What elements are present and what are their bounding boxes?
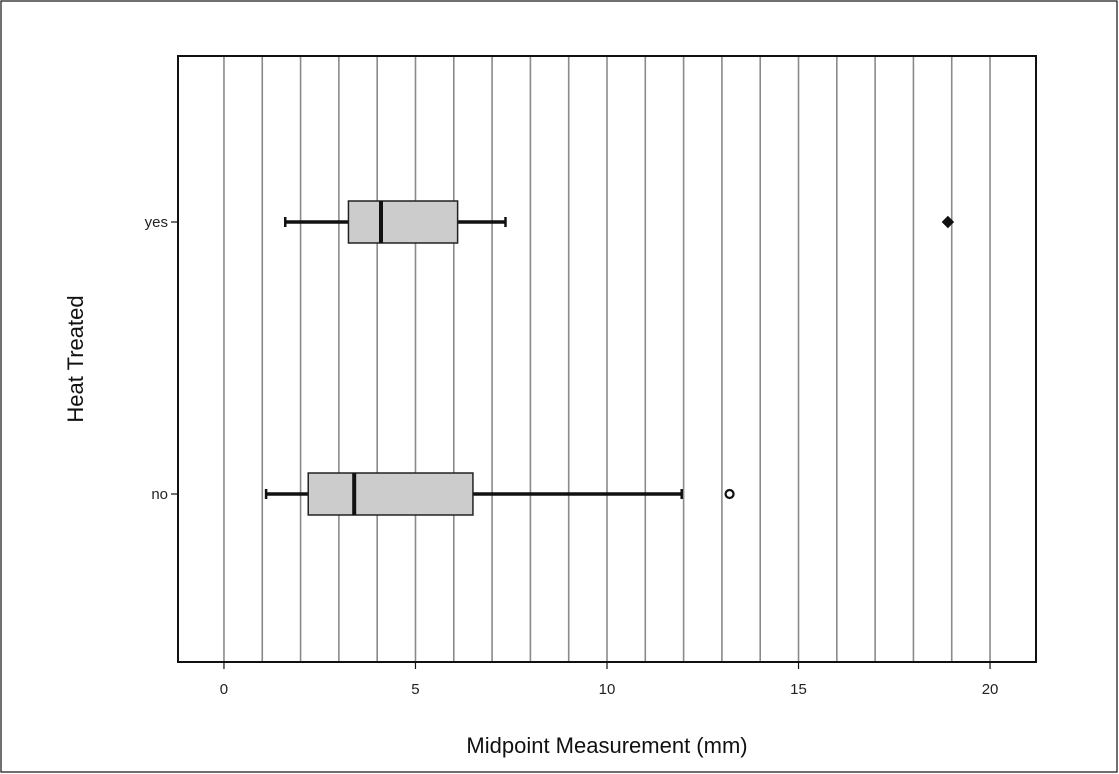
y-tick-label-yes: yes [145, 214, 168, 231]
y-tick-label-no: no [151, 486, 168, 503]
y-axis-label: Heat Treated [63, 295, 88, 422]
gridlines [223, 56, 991, 662]
x-tick-label: 10 [599, 681, 616, 698]
x-tick-label: 15 [790, 681, 807, 698]
boxplot-yes [284, 200, 955, 244]
x-axis-ticks: 0 5 10 15 20 [220, 662, 999, 698]
y-axis-ticks: yes no [145, 214, 178, 503]
iqr-box-no [307, 472, 474, 516]
boxplot-no [264, 472, 735, 516]
boxplots [264, 200, 955, 516]
x-tick-label: 20 [982, 681, 999, 698]
iqr-box-yes [347, 200, 459, 244]
outlier-point-no [724, 488, 735, 500]
x-tick-label: 0 [220, 681, 228, 698]
x-tick-label: 5 [411, 681, 419, 698]
x-axis-label: Midpoint Measurement (mm) [466, 733, 747, 758]
outlier-point-yes [941, 215, 955, 229]
